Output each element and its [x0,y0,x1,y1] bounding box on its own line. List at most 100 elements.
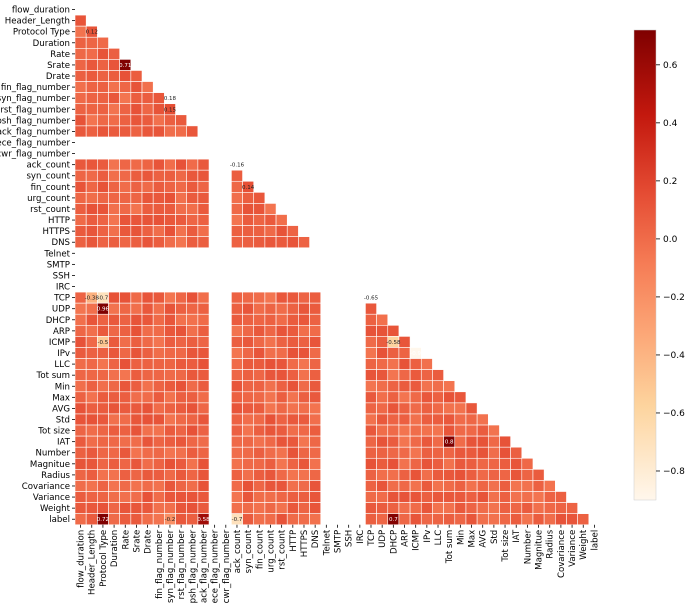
heatmap-cell [119,502,132,514]
heatmap-cell [130,302,143,315]
heatmap-cell [97,81,109,93]
heatmap-cell [108,236,120,249]
y-tick-label: fin_count [31,183,71,193]
heatmap-cell [152,302,165,315]
x-tick-label: HTTPS [300,530,310,557]
heatmap-cell [387,413,400,426]
heatmap-cell [108,225,120,237]
heatmap-cell [197,369,210,382]
heatmap-cell [164,313,176,326]
heatmap-cell [164,502,176,514]
heatmap-cell [108,413,120,426]
heatmap-cell [365,325,377,337]
heatmap-cell [264,358,277,370]
heatmap-cell [543,491,556,503]
heatmap-cell [275,435,288,448]
heatmap-cell [231,225,243,237]
heatmap-cell [275,325,288,337]
heatmap-cell [465,469,478,481]
heatmap-cell [186,480,199,492]
heatmap-cell [85,70,98,82]
heatmap-cell [376,502,389,514]
heatmap-cell [164,480,176,492]
heatmap-cell [85,469,98,481]
heatmap-cell [387,347,400,359]
heatmap-cell [152,336,165,348]
heatmap-cell [298,380,310,393]
heatmap-cell [432,502,444,514]
heatmap-cell [376,446,389,459]
heatmap-cell [164,358,176,370]
heatmap-cell [108,313,120,326]
heatmap-cell [97,413,109,426]
heatmap-cell [141,214,154,226]
heatmap-cell [197,469,210,481]
heatmap-cell [420,435,433,448]
heatmap-cell [164,180,176,193]
heatmap-cell [130,325,143,337]
heatmap-cell [309,402,322,415]
heatmap-cell [97,402,109,415]
heatmap-cell [510,480,523,492]
heatmap-cell [242,413,255,426]
heatmap-cell [231,169,243,182]
heatmap-cell [97,347,109,359]
heatmap-cell [186,225,199,237]
heatmap-cell [85,59,98,71]
heatmap-cell [521,491,534,503]
heatmap-cell [253,302,266,315]
heatmap-cell [242,302,255,315]
heatmap-cell [97,325,109,337]
cell-annotation: -0.5 [98,340,109,346]
heatmap-cell [74,491,87,503]
heatmap-cell [264,513,277,526]
colorbar-gradient [633,29,657,501]
heatmap-cell [130,313,143,326]
heatmap-cell [197,424,210,437]
heatmap-cell [454,480,467,492]
heatmap-cell [286,413,299,426]
heatmap-cell [97,469,109,481]
heatmap-cell [85,203,98,215]
heatmap-cell [152,158,165,171]
heatmap-cell [420,413,433,426]
heatmap-cell [487,480,500,492]
heatmap-cell [130,369,143,382]
cell-annotation: 0.7 [389,517,398,523]
heatmap-cell [119,313,132,326]
heatmap-cell [242,380,255,393]
y-tick-label: syn_count [26,172,70,182]
heatmap-cell [152,369,165,382]
heatmap-cell [499,480,511,492]
heatmap-cell [197,347,210,359]
heatmap-cell [97,446,109,459]
heatmap-cell [286,225,299,237]
heatmap-cell [532,469,545,481]
heatmap-cell [387,402,400,415]
x-tick-label: Rate [121,530,131,550]
heatmap-cell [164,402,176,415]
heatmap-cell [197,502,210,514]
heatmap-cell [74,214,87,226]
heatmap-cell [85,236,98,249]
heatmap-cell [97,369,109,382]
heatmap-cell [74,402,87,415]
heatmap-cell [286,358,299,370]
heatmap-cell [141,325,154,337]
heatmap-cell [130,81,143,93]
y-tick-label: ack_flag_number [0,127,70,137]
heatmap-cell [97,192,109,204]
heatmap-cell [175,413,187,426]
heatmap-cell [152,435,165,448]
heatmap-cell [253,291,266,304]
heatmap-cell [141,502,154,514]
heatmap-cell [119,225,132,237]
heatmap-cell [141,81,154,93]
heatmap-cell [264,424,277,437]
heatmap-cell [97,424,109,437]
heatmap-cell [74,225,87,237]
heatmap-cell [309,313,322,326]
heatmap-cell [286,380,299,393]
heatmap-cell [409,446,422,459]
